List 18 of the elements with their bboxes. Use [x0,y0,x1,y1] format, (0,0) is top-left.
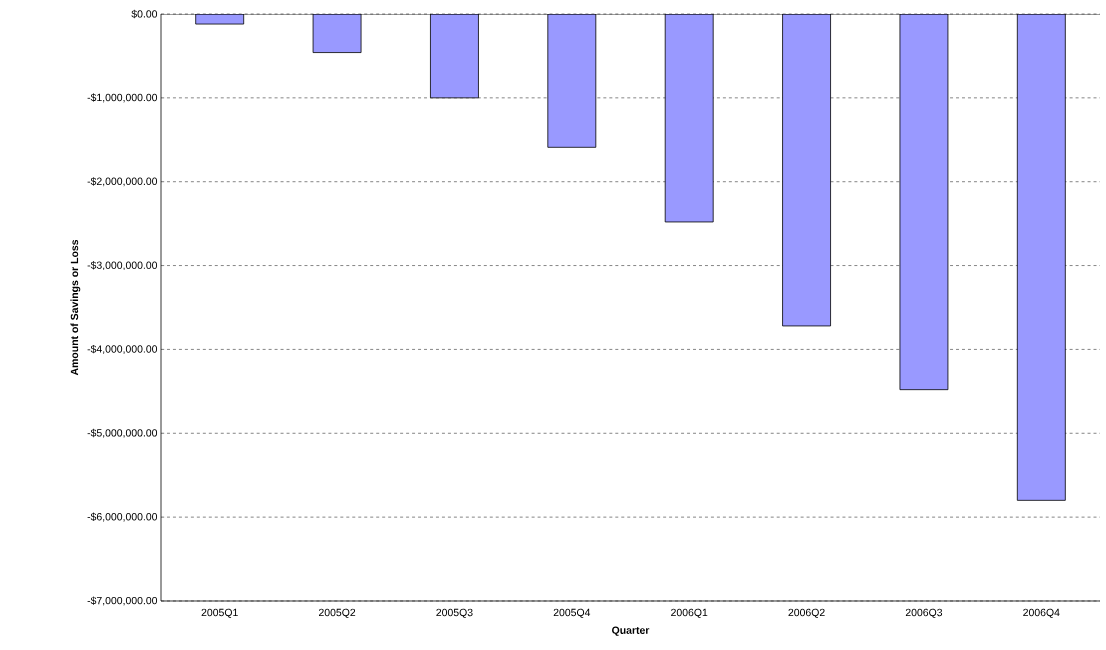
x-tick-label: 2005Q2 [318,608,356,619]
y-tick-label: -$1,000,000.00 [87,93,158,103]
x-tick-label: 2006Q2 [788,608,825,619]
x-tick-label: 2005Q1 [201,608,238,619]
x-tick-label: 2005Q4 [553,608,591,619]
y-tick-label: -$6,000,000.00 [87,512,158,522]
y-axis-title: Amount of Savings or Loss [70,239,81,376]
x-tick-label: 2006Q4 [1023,608,1060,619]
y-tick-label: -$3,000,000.00 [87,261,158,271]
y-tick-label: -$4,000,000.00 [87,344,158,354]
x-tick-label: 2005Q3 [436,608,473,619]
y-tick-label: -$7,000,000.00 [87,596,158,606]
x-axis-title: Quarter [612,626,650,636]
x-tick-label: 2006Q3 [905,608,943,619]
y-tick-label: $0.00 [131,9,158,19]
x-tick-label: 2006Q1 [671,608,708,619]
y-tick-label: -$5,000,000.00 [87,428,158,438]
y-tick-label: -$2,000,000.00 [87,177,158,187]
